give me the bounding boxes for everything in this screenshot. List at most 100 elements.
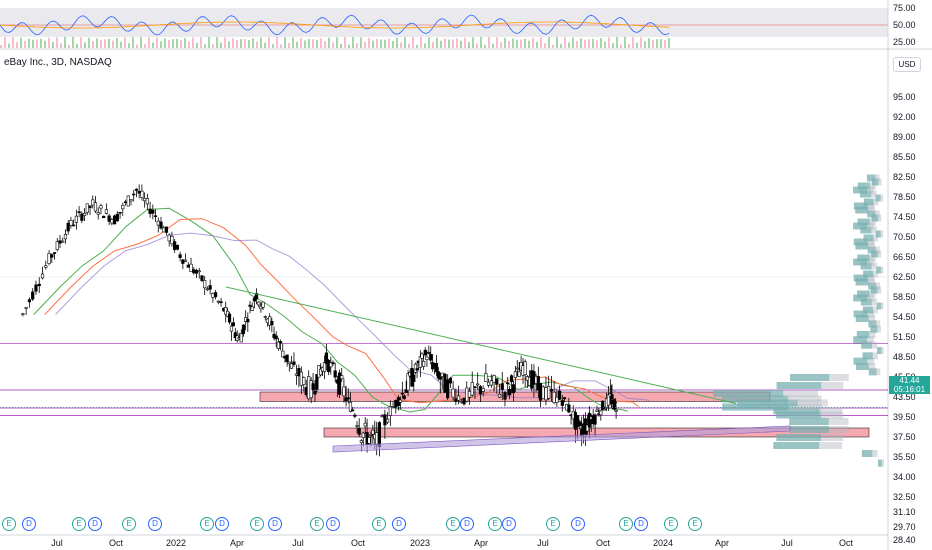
- earnings-badge[interactable]: E: [446, 517, 460, 531]
- candle: [231, 322, 235, 327]
- candle: [462, 397, 466, 405]
- earnings-badge[interactable]: E: [546, 517, 560, 531]
- volume-profile-bar: [857, 218, 876, 226]
- candle: [96, 212, 100, 215]
- candle: [102, 215, 106, 219]
- volume-bar: [496, 37, 498, 48]
- volume-bar: [644, 41, 646, 48]
- candle: [552, 391, 556, 404]
- volume-bar: [16, 42, 18, 48]
- volume-bar: [468, 42, 470, 48]
- dividend-badge[interactable]: D: [22, 517, 36, 531]
- volume-bar: [460, 40, 462, 48]
- candle: [587, 412, 591, 428]
- volume-bar: [640, 37, 642, 48]
- volume-bar: [256, 41, 258, 48]
- rsi-tick-label: 50.00: [893, 20, 916, 30]
- earnings-badge[interactable]: E: [688, 517, 702, 531]
- volume-bar: [48, 37, 50, 48]
- earnings-badge[interactable]: E: [664, 517, 678, 531]
- candle: [148, 208, 152, 214]
- volume-bar: [284, 37, 286, 48]
- volume-profile-bar: [853, 294, 868, 302]
- earnings-badge[interactable]: E: [2, 517, 16, 531]
- candle: [470, 382, 474, 396]
- candle: [37, 283, 41, 287]
- candle: [322, 362, 327, 372]
- dividend-badge[interactable]: D: [268, 517, 282, 531]
- candle: [340, 375, 344, 380]
- currency-button[interactable]: USD: [893, 57, 921, 72]
- price-tick-label: 66.50: [893, 252, 916, 262]
- earnings-badge[interactable]: E: [122, 517, 136, 531]
- volume-profile-bar: [867, 210, 880, 218]
- dividend-badge[interactable]: D: [326, 517, 340, 531]
- candle: [500, 383, 504, 391]
- candle: [175, 244, 179, 250]
- candle: [476, 383, 480, 386]
- candle: [159, 221, 163, 229]
- candle: [63, 234, 68, 240]
- volume-bar: [304, 40, 306, 48]
- candle: [363, 422, 367, 427]
- volume-bar: [432, 42, 434, 48]
- volume-bar: [336, 37, 338, 48]
- candle: [80, 213, 84, 221]
- earnings-badge[interactable]: E: [250, 517, 264, 531]
- earnings-badge[interactable]: E: [200, 517, 214, 531]
- time-tick-label: Apr: [230, 538, 244, 548]
- volume-profile-bar: [862, 306, 873, 314]
- candle: [497, 393, 502, 398]
- candle: [181, 259, 185, 264]
- candle: [278, 341, 283, 344]
- volume-profile-bar: [870, 325, 881, 333]
- volume-profile-bar: [721, 395, 789, 403]
- candle: [434, 362, 439, 373]
- volume-bar: [136, 44, 138, 48]
- dividend-badge[interactable]: D: [88, 517, 102, 531]
- dividend-badge[interactable]: D: [634, 517, 648, 531]
- volume-bar: [524, 38, 526, 48]
- volume-profile-bar: [871, 250, 882, 258]
- candle: [329, 362, 333, 368]
- earnings-badge[interactable]: E: [488, 517, 502, 531]
- dividend-badge[interactable]: D: [148, 517, 162, 531]
- volume-profile-bar: [863, 234, 879, 242]
- volume-profile-bar: [877, 347, 882, 354]
- earnings-badge[interactable]: E: [72, 517, 86, 531]
- volume-bar: [352, 37, 354, 48]
- volume-bar: [488, 37, 490, 48]
- dividend-badge[interactable]: D: [215, 517, 229, 531]
- time-tick-label: Jul: [537, 538, 549, 548]
- earnings-badge[interactable]: E: [310, 517, 324, 531]
- candle: [560, 400, 564, 406]
- volume-profile-bar: [790, 374, 849, 381]
- candle: [129, 199, 133, 202]
- candle: [467, 391, 472, 398]
- candle: [557, 390, 562, 400]
- volume-bar: [288, 42, 290, 48]
- candle: [203, 280, 207, 289]
- dividend-badge[interactable]: D: [392, 517, 406, 531]
- candle: [88, 205, 92, 209]
- candle: [233, 332, 237, 339]
- dividend-badge[interactable]: D: [502, 517, 516, 531]
- volume-bar: [116, 38, 118, 48]
- candle: [192, 269, 196, 274]
- volume-bar: [508, 40, 510, 48]
- candle: [287, 361, 291, 365]
- volume-profile-bar: [776, 411, 844, 419]
- volume-profile-bar: [853, 310, 868, 318]
- volume-profile-bar: [856, 363, 876, 370]
- dividend-badge[interactable]: D: [460, 517, 474, 531]
- earnings-badge[interactable]: E: [619, 517, 633, 531]
- earnings-badge[interactable]: E: [372, 517, 386, 531]
- volume-profile-bar: [855, 315, 869, 322]
- volume-bar: [172, 39, 174, 48]
- candle: [248, 304, 252, 307]
- volume-bar: [556, 37, 558, 48]
- moving-average-slow: [55, 232, 650, 401]
- volume-profile-bar: [776, 411, 821, 419]
- dividend-badge[interactable]: D: [571, 517, 585, 531]
